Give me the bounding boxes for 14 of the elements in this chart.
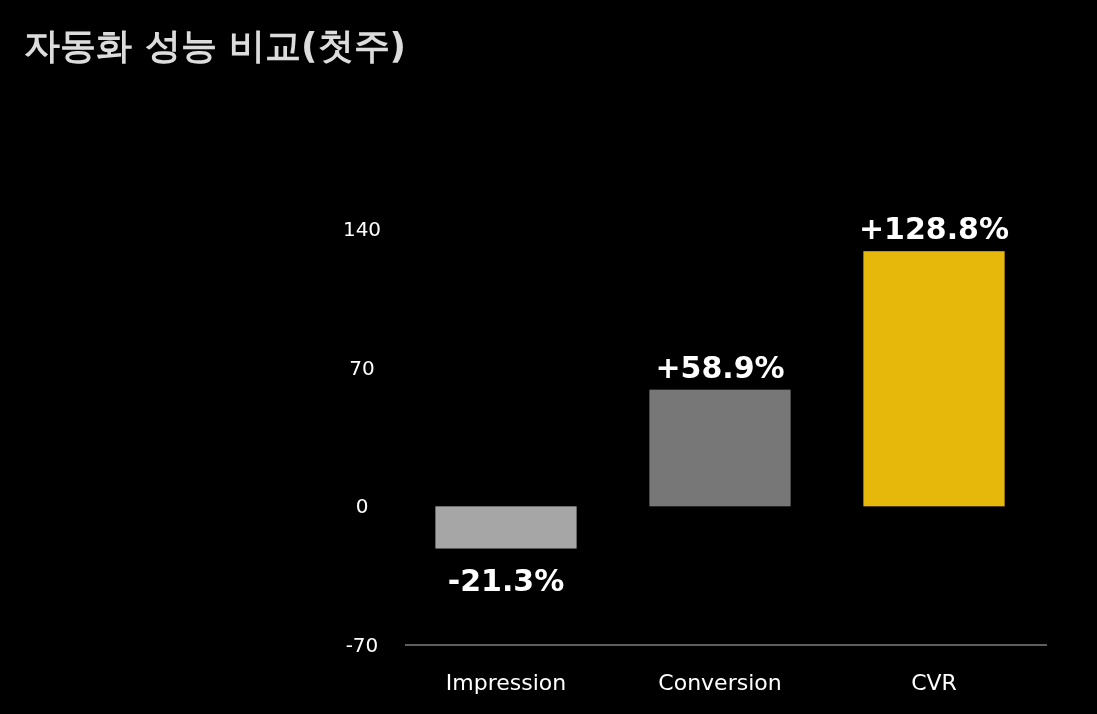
x-tick-label: Conversion xyxy=(658,670,782,695)
data-label: +58.9% xyxy=(655,349,785,385)
bar xyxy=(863,251,1005,507)
y-tick-label: 0 xyxy=(355,494,369,519)
y-tick-label: 70 xyxy=(349,355,375,380)
data-label: -21.3% xyxy=(447,562,565,598)
data-label: +128.8% xyxy=(858,211,1010,247)
y-tick-label: 140 xyxy=(342,217,382,241)
bar xyxy=(435,506,577,549)
x-tick-label: CVR xyxy=(911,670,957,695)
bar xyxy=(649,389,791,507)
chart-title: 자동화 성능 비교(첫주) xyxy=(24,25,406,66)
y-tick-label: -70 xyxy=(345,633,379,657)
x-tick-label: Impression xyxy=(445,670,567,695)
